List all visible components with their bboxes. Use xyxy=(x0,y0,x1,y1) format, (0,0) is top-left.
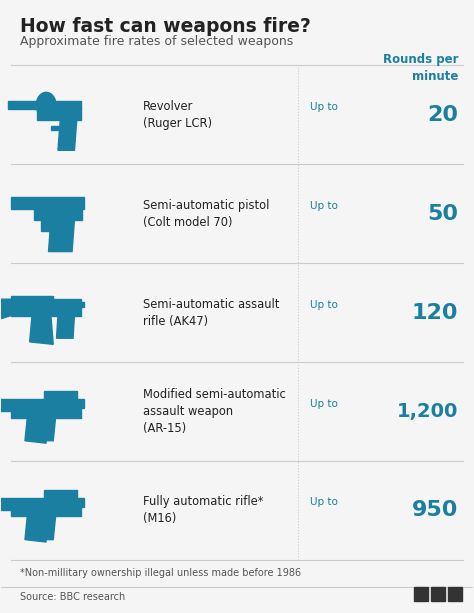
Polygon shape xyxy=(0,299,11,324)
Text: Semi-automatic pistol
(Colt model 70): Semi-automatic pistol (Colt model 70) xyxy=(143,199,269,229)
Polygon shape xyxy=(25,417,46,443)
Text: Fully automatic rifle*
(M16): Fully automatic rifle* (M16) xyxy=(143,495,263,525)
Polygon shape xyxy=(36,107,81,120)
Polygon shape xyxy=(11,295,53,299)
Text: 120: 120 xyxy=(412,303,458,322)
Text: B: B xyxy=(434,590,441,598)
Polygon shape xyxy=(0,501,25,506)
Polygon shape xyxy=(0,302,84,307)
Text: Revolver
(Ruger LCR): Revolver (Ruger LCR) xyxy=(143,100,212,130)
Polygon shape xyxy=(11,197,84,209)
Polygon shape xyxy=(41,220,63,231)
Text: Source: BBC research: Source: BBC research xyxy=(20,592,126,602)
Polygon shape xyxy=(0,402,25,406)
Text: *Non-millitary ownership illegal unless made before 1986: *Non-millitary ownership illegal unless … xyxy=(20,568,301,577)
Circle shape xyxy=(36,93,56,118)
Polygon shape xyxy=(11,506,82,516)
FancyBboxPatch shape xyxy=(431,587,445,601)
Polygon shape xyxy=(0,404,11,411)
Text: Up to: Up to xyxy=(310,102,338,112)
Polygon shape xyxy=(0,503,11,510)
Polygon shape xyxy=(25,516,46,542)
Text: Up to: Up to xyxy=(310,398,338,408)
Text: 1,200: 1,200 xyxy=(397,402,458,421)
Text: Modified semi-automatic
assault weapon
(AR-15): Modified semi-automatic assault weapon (… xyxy=(143,388,286,435)
FancyBboxPatch shape xyxy=(414,587,428,601)
Text: C: C xyxy=(451,590,458,598)
Polygon shape xyxy=(48,220,74,251)
Polygon shape xyxy=(44,390,77,399)
Text: Approximate fire rates of selected weapons: Approximate fire rates of selected weapo… xyxy=(20,35,293,48)
Polygon shape xyxy=(51,126,70,130)
Text: 950: 950 xyxy=(412,500,458,520)
Text: Up to: Up to xyxy=(310,300,338,310)
Text: Up to: Up to xyxy=(310,201,338,211)
Polygon shape xyxy=(30,316,53,345)
Polygon shape xyxy=(9,101,82,109)
Text: Semi-automatic assault
rifle (AK47): Semi-automatic assault rifle (AK47) xyxy=(143,297,279,327)
Polygon shape xyxy=(39,417,55,441)
Polygon shape xyxy=(0,399,84,408)
Text: Rounds per
minute: Rounds per minute xyxy=(383,53,458,83)
Polygon shape xyxy=(11,299,82,316)
Text: B: B xyxy=(417,590,424,598)
Text: 20: 20 xyxy=(428,105,458,125)
FancyBboxPatch shape xyxy=(447,587,462,601)
Polygon shape xyxy=(56,316,74,338)
Polygon shape xyxy=(11,406,82,417)
Text: Up to: Up to xyxy=(310,497,338,508)
Polygon shape xyxy=(44,490,77,498)
Polygon shape xyxy=(0,498,84,508)
Polygon shape xyxy=(35,207,82,220)
Polygon shape xyxy=(39,516,55,539)
Polygon shape xyxy=(58,120,77,150)
Text: How fast can weapons fire?: How fast can weapons fire? xyxy=(20,17,311,36)
Text: 50: 50 xyxy=(428,204,458,224)
